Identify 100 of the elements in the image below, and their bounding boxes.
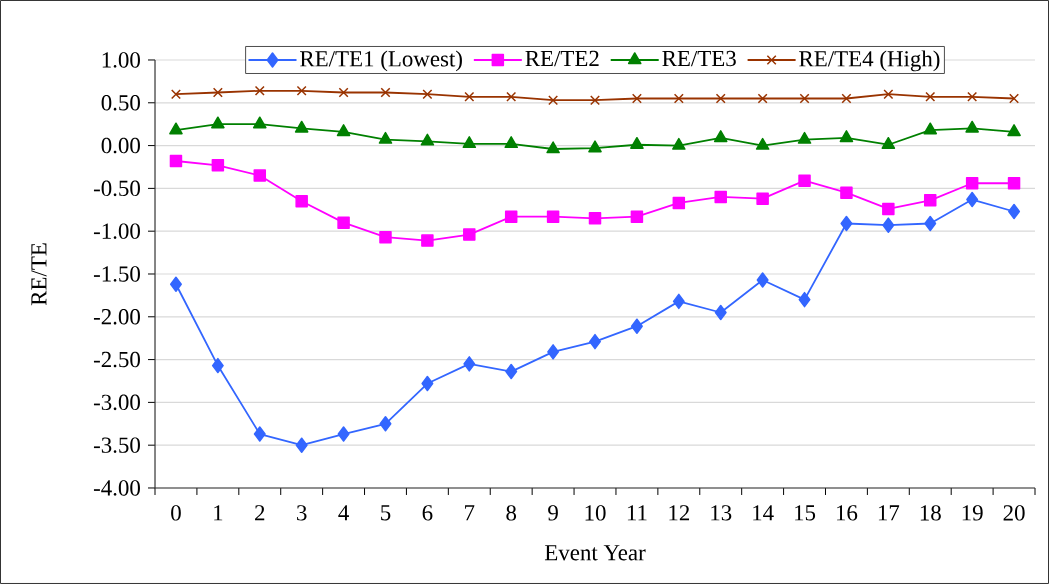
x-tick-label: 8: [506, 505, 517, 521]
point: [378, 131, 393, 144]
point: [546, 210, 560, 223]
x-tick-label: 15: [795, 505, 816, 521]
point: [211, 357, 224, 374]
x-tick-label: 19: [962, 505, 983, 521]
legend-label: RE/TE3: [662, 50, 736, 67]
point: [1007, 177, 1021, 190]
point: [504, 136, 519, 149]
y-tick-label: -1.50: [93, 266, 140, 282]
point: [212, 87, 223, 98]
point: [1008, 203, 1021, 220]
point: [337, 216, 350, 229]
x-axis-title: Event Year: [544, 545, 646, 561]
point: [253, 169, 267, 182]
point: [169, 276, 182, 293]
point: [295, 437, 308, 453]
point: [504, 210, 518, 223]
x-tick-label: 9: [548, 505, 558, 521]
x-tick-label: 18: [920, 505, 941, 521]
point: [881, 136, 896, 149]
point: [882, 217, 895, 233]
point: [630, 136, 644, 149]
legend-label: RE/TE2: [525, 50, 599, 67]
point: [211, 116, 225, 129]
point: [925, 91, 936, 102]
y-tick-label: -3.50: [93, 437, 140, 453]
x-tick-label: 17: [878, 505, 900, 521]
y-tick-label: -4.00: [93, 480, 140, 496]
point: [713, 130, 728, 143]
point: [548, 95, 559, 106]
point: [840, 215, 853, 232]
point: [755, 137, 770, 150]
point: [463, 228, 476, 241]
point: [336, 124, 351, 137]
x-tick-label: 7: [465, 505, 475, 521]
point: [379, 416, 392, 432]
point: [590, 95, 600, 106]
point: [630, 318, 643, 334]
point: [714, 304, 727, 321]
point: [672, 137, 686, 150]
point: [420, 133, 435, 146]
point: [254, 85, 265, 96]
x-tick-label: 11: [627, 505, 647, 521]
point: [588, 212, 602, 225]
point: [169, 122, 183, 135]
point: [839, 130, 854, 143]
x-tick-label: 10: [585, 505, 606, 521]
y-tick-label: -2.50: [93, 351, 140, 368]
point: [798, 291, 811, 308]
x-tick-label: 14: [753, 505, 774, 521]
point: [756, 192, 769, 205]
point: [924, 194, 937, 207]
point: [588, 140, 602, 153]
point: [546, 141, 560, 154]
point: [882, 202, 895, 216]
point: [337, 426, 350, 442]
x-tick-label: 0: [171, 505, 181, 521]
legend-label: RE/TE1 (Lowest): [300, 50, 462, 72]
point: [630, 210, 644, 223]
x-tick-label: 3: [297, 505, 307, 521]
point: [211, 159, 225, 172]
point: [965, 120, 979, 133]
y-tick-label: 0.50: [101, 94, 140, 111]
point: [170, 89, 181, 100]
point: [1007, 124, 1021, 137]
point: [966, 191, 979, 208]
point: [715, 93, 726, 104]
point: [840, 186, 853, 199]
point: [798, 174, 811, 187]
point: [841, 93, 852, 104]
y-tick-label: -3.00: [93, 394, 140, 411]
x-tick-label: 2: [255, 505, 265, 521]
point: [462, 136, 477, 149]
point: [421, 234, 434, 247]
y-tick-label: -2.00: [93, 308, 140, 325]
point: [338, 87, 349, 98]
point: [924, 215, 937, 232]
x-tick-label: 16: [837, 505, 858, 521]
point: [714, 190, 727, 204]
point: [589, 333, 602, 350]
legend-label: RE/TE4 (High): [799, 50, 940, 72]
point: [252, 116, 267, 129]
point: [296, 85, 307, 96]
y-tick-label: -1.00: [93, 223, 140, 239]
point: [463, 356, 476, 372]
point: [547, 344, 560, 360]
point: [295, 194, 308, 208]
point: [506, 91, 517, 102]
y-tick-label: 1.00: [102, 52, 140, 68]
point: [253, 426, 266, 442]
x-tick-label: 5: [381, 505, 391, 521]
x-tick-label: 1: [214, 505, 223, 521]
point: [422, 89, 433, 100]
point: [672, 196, 686, 210]
point: [967, 91, 978, 102]
point: [169, 154, 183, 168]
point: [505, 363, 518, 380]
point: [883, 89, 894, 100]
x-tick-label: 6: [422, 505, 433, 521]
